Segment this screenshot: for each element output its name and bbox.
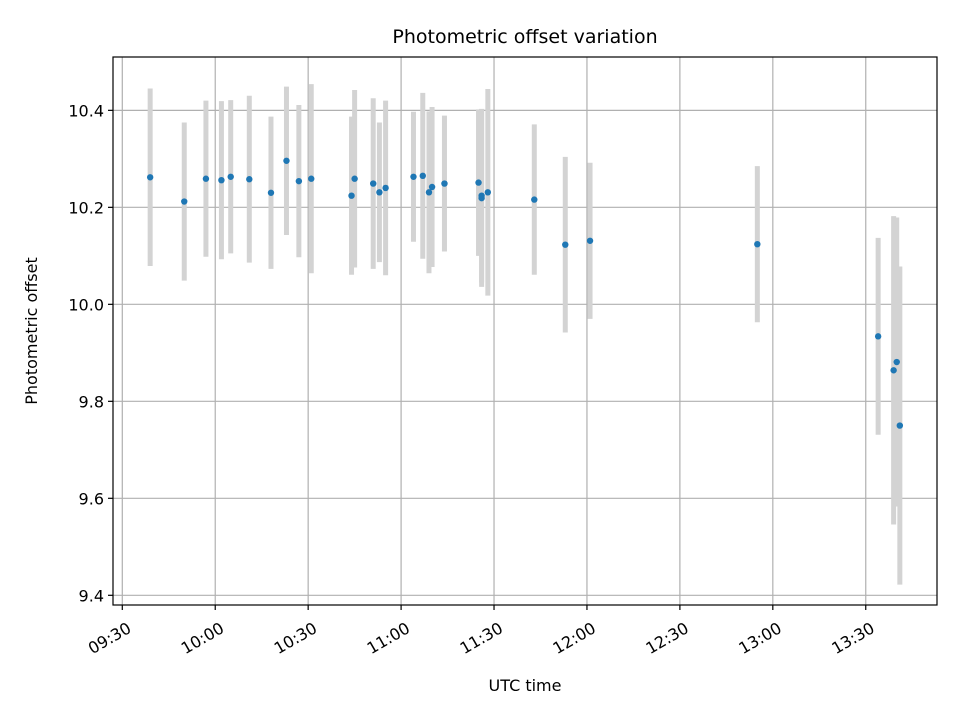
data-point [531,196,538,203]
plot-area [113,57,937,605]
grid-lines [113,57,937,605]
data-point [227,173,234,180]
plot-frame [112,56,938,606]
data-point [441,180,448,187]
data-point [376,189,383,196]
y-tick-label: 9.8 [79,392,104,411]
data-point [425,189,433,196]
data-points [146,157,904,429]
data-point [246,176,253,183]
data-point [295,177,303,185]
data-point [146,174,154,181]
data-point [478,194,485,202]
data-point [562,241,569,248]
data-point [348,192,355,199]
chart-title: Photometric offset variation [392,26,657,48]
data-point [586,237,594,244]
data-point [308,175,315,182]
data-point [428,183,436,191]
data-point [370,180,377,187]
data-point [874,333,882,340]
data-point [475,179,482,186]
y-axis-ticks: 9.4 9.6 9.8 10.0 10.2 10.4 [68,101,113,605]
data-point [890,367,897,374]
y-tick-label: 10.0 [68,295,104,314]
data-point [893,358,900,366]
y-axis-label: Photometric offset [22,257,41,405]
data-point [419,172,426,180]
data-point [181,198,188,205]
data-point [351,175,358,182]
data-point [896,422,904,429]
y-tick-label: 9.4 [79,586,104,605]
y-tick-label: 10.2 [68,198,104,217]
data-point [202,175,210,182]
data-point [283,157,290,164]
data-point [484,189,492,196]
data-point [410,173,417,180]
data-point [382,184,389,192]
y-tick-label: 9.6 [79,489,104,508]
data-point [267,189,275,196]
data-point [754,240,761,248]
y-tick-label: 10.4 [68,101,104,120]
x-axis-label: UTC time [489,676,562,695]
data-point [218,176,225,184]
